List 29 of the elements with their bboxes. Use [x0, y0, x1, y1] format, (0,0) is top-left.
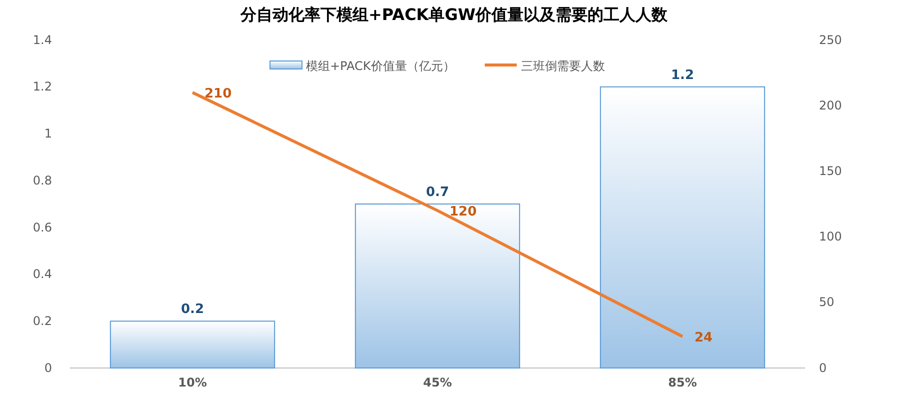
data-label: 210 [204, 86, 232, 102]
y-tick-label: 1.2 [32, 80, 52, 94]
data-label: 0.2 [180, 302, 204, 318]
y2-tick-label: 0 [819, 360, 827, 375]
bar [354, 204, 520, 368]
data-label: 120 [450, 204, 477, 220]
data-label: 1.2 [670, 68, 694, 83]
y-tick-label: 0 [44, 360, 52, 375]
x-tick-label: 10% [178, 376, 207, 390]
y-tick-label: 1 [44, 126, 52, 141]
bar [600, 86, 766, 368]
x-tick-label: 45% [423, 376, 452, 390]
y-tick-label: 1.4 [32, 32, 52, 47]
y2-tick-label: 250 [819, 32, 842, 47]
bar [110, 320, 276, 368]
legend-label: 模组+PACK价值量（亿元） [306, 59, 455, 73]
y-tick-label: 0.4 [32, 267, 52, 282]
y2-tick-label: 50 [819, 295, 834, 310]
data-label: 0.7 [426, 185, 450, 200]
chart-title: 分自动化率下模组+PACK单GW价值量以及需要的工人人数 [240, 5, 668, 24]
y2-tick-label: 200 [819, 98, 842, 112]
legend-label: 三班倒需要人数 [520, 59, 605, 73]
data-label: 24 [694, 330, 713, 346]
y2-tick-label: 150 [819, 164, 842, 178]
x-tick-label: 85% [668, 376, 697, 390]
y-tick-label: 0.8 [32, 173, 52, 188]
y-tick-label: 0.6 [32, 220, 52, 234]
y2-tick-label: 100 [819, 230, 842, 244]
y-tick-label: 0.2 [32, 314, 52, 328]
